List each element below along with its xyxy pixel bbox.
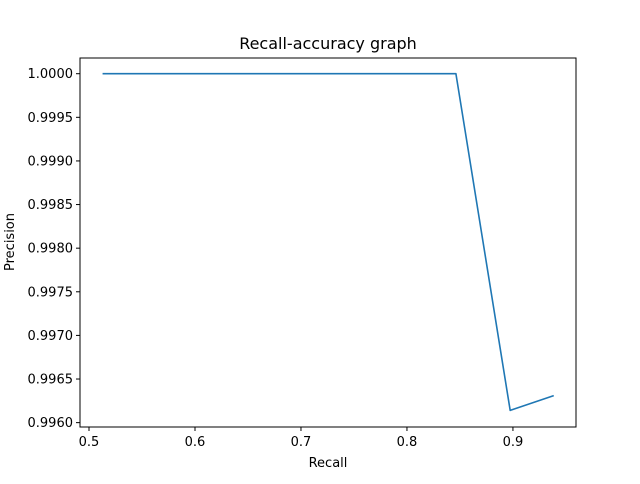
series-line (102, 72, 554, 412)
y-tick-label: 0.9990 (28, 154, 74, 169)
y-tick-label: 0.9970 (28, 329, 74, 344)
x-axis: 0.5 0.6 0.7 0.8 0.9 (79, 427, 524, 450)
y-tick-label: 0.9965 (28, 373, 74, 388)
y-tick-label: 0.9960 (28, 416, 74, 431)
series-layer (102, 72, 554, 412)
x-tick-label: 0.9 (503, 435, 524, 450)
y-axis: 0.9960 0.9965 0.9970 0.9975 0.9980 0.9985 0.99… (28, 67, 80, 431)
x-tick-label: 0.8 (397, 435, 418, 450)
y-axis-label: Precision (3, 213, 18, 271)
x-tick-label: 0.5 (79, 435, 100, 450)
x-tick-label: 0.6 (185, 435, 206, 450)
plot-area (79, 57, 577, 428)
y-tick-label: 0.9980 (28, 242, 74, 257)
x-axis-label: Recall (309, 456, 348, 471)
y-tick-label: 1.0000 (28, 67, 74, 82)
y-tick-label: 0.9975 (28, 285, 74, 300)
x-tick-label: 0.7 (291, 435, 312, 450)
chart-title: Recall-accuracy graph (239, 34, 417, 53)
y-tick-label: 0.9995 (28, 111, 74, 126)
y-tick-label: 0.9985 (28, 198, 74, 213)
